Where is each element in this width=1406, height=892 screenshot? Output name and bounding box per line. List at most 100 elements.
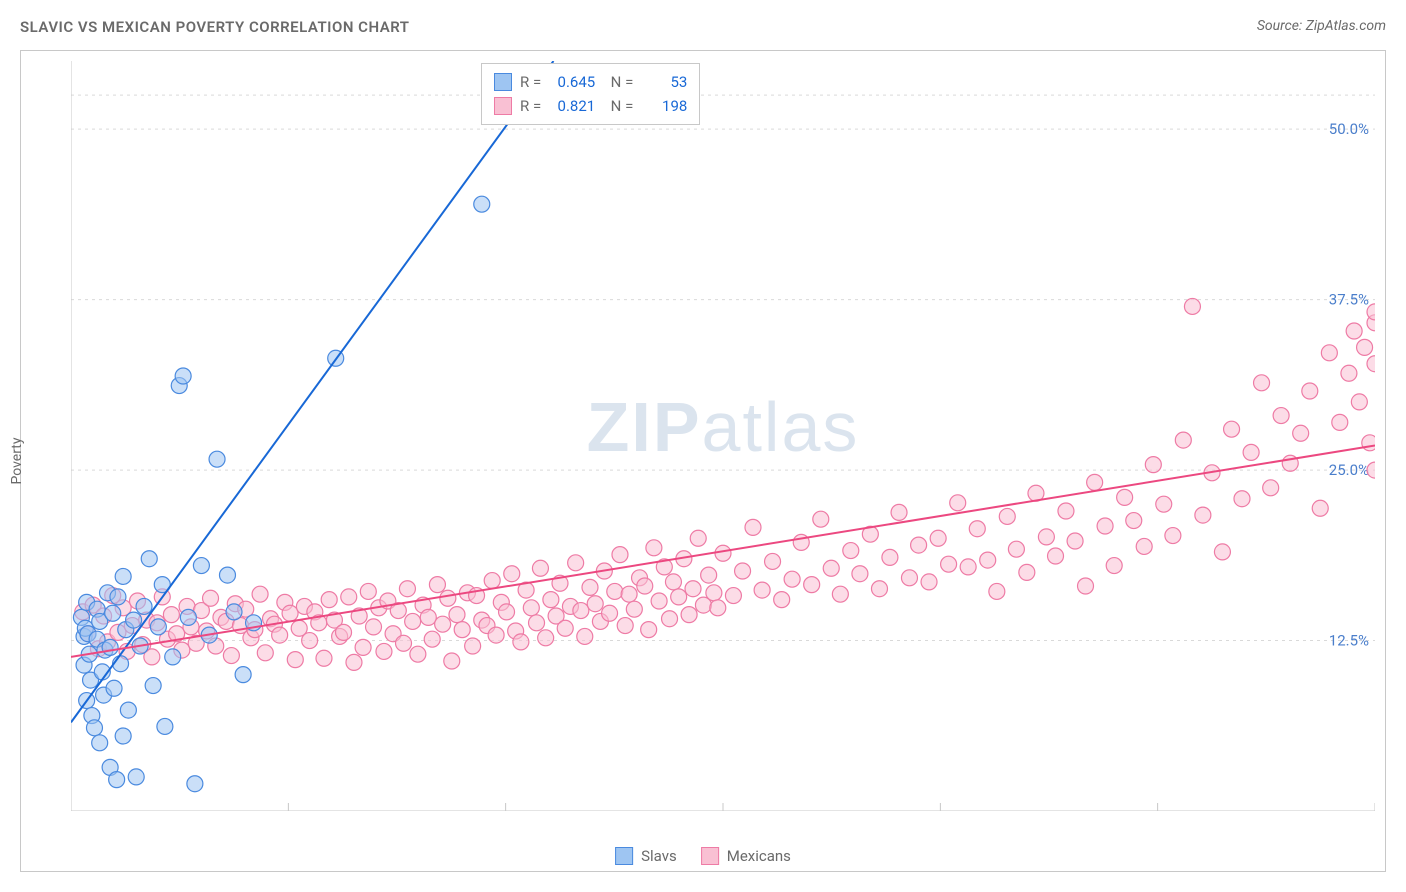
svg-text:50.0%: 50.0% [1329,120,1369,138]
data-point [444,653,460,669]
data-point [921,574,937,590]
correlation-stats-box: R =0.645 N =53R =0.821 N =198 [481,63,700,125]
data-point [355,639,371,655]
data-point [1341,365,1357,381]
data-point [399,581,415,597]
data-point [1362,435,1375,451]
data-point [341,589,357,605]
data-point [1008,541,1024,557]
data-point [145,678,161,694]
data-point [321,592,337,608]
data-point [1321,345,1337,361]
series-name: Slavs [641,847,677,865]
data-point [1184,298,1200,314]
data-point [725,588,741,604]
data-point [316,650,332,666]
svg-text:ZIPatlas: ZIPatlas [587,388,860,466]
data-point [621,586,637,602]
data-point [376,643,392,659]
data-point [582,579,598,595]
data-point [1156,496,1172,512]
data-point [128,769,144,785]
data-point [193,558,209,574]
data-point [1175,432,1191,448]
data-point [165,649,181,665]
data-point [454,622,470,638]
data-point [665,574,681,590]
data-point [587,596,603,612]
data-point [832,586,848,602]
data-point [449,607,465,623]
data-point [465,638,481,654]
data-point [1165,528,1181,544]
data-point [523,600,539,616]
data-point [488,627,504,643]
data-point [302,633,318,649]
data-point [1351,394,1367,410]
data-point [92,735,108,751]
source-prefix: Source: [1257,18,1306,34]
data-point [710,600,726,616]
data-point [745,519,761,535]
r-value: 0.645 [549,73,595,91]
data-point [410,646,426,662]
data-point [1058,503,1074,519]
data-point [235,667,251,683]
data-point [681,607,697,623]
data-point [577,628,593,644]
data-point [115,568,131,584]
series-legend: Slavs Mexicans [615,847,791,865]
data-point [126,612,142,628]
series-swatch [494,73,512,91]
data-point [607,583,623,599]
data-point [1254,375,1270,391]
data-point [1126,513,1142,529]
stats-row: R =0.645 N =53 [494,70,687,94]
n-value: 53 [641,73,687,91]
data-point [602,605,618,621]
data-point [1019,564,1035,580]
source-name: ZipAtlas.com [1306,18,1386,34]
data-point [110,589,126,605]
data-point [813,511,829,527]
data-point [1048,548,1064,564]
data-point [336,624,352,640]
series-name: Mexicans [727,847,791,865]
data-point [715,545,731,561]
data-point [136,598,152,614]
data-point [843,543,859,559]
data-point [612,547,628,563]
data-point [662,611,678,627]
data-point [784,571,800,587]
data-point [568,555,584,571]
data-point [989,583,1005,599]
data-point [852,566,868,582]
data-point [1117,489,1133,505]
data-point [105,605,121,621]
chart-container: Poverty ZIPatlas0.0%100.0%12.5%25.0%37.5… [20,50,1386,872]
data-point [646,540,662,556]
data-point [223,648,239,664]
data-point [950,495,966,511]
stats-row: R =0.821 N =198 [494,94,687,118]
data-point [282,605,298,621]
data-point [1312,500,1328,516]
data-point [102,639,118,655]
svg-text:37.5%: 37.5% [1329,291,1369,309]
data-point [513,634,529,650]
data-point [1106,558,1122,574]
stat-label: R = [520,97,541,115]
data-point [871,581,887,597]
data-point [346,654,362,670]
data-point [543,592,559,608]
data-point [504,566,520,582]
data-point [538,630,554,646]
data-point [109,772,125,788]
data-point [175,368,191,384]
data-point [1224,421,1240,437]
source-credit: Source: ZipAtlas.com [1257,18,1386,34]
regression-line [71,446,1375,657]
data-point [429,577,445,593]
data-point [435,616,451,632]
data-point [287,652,303,668]
